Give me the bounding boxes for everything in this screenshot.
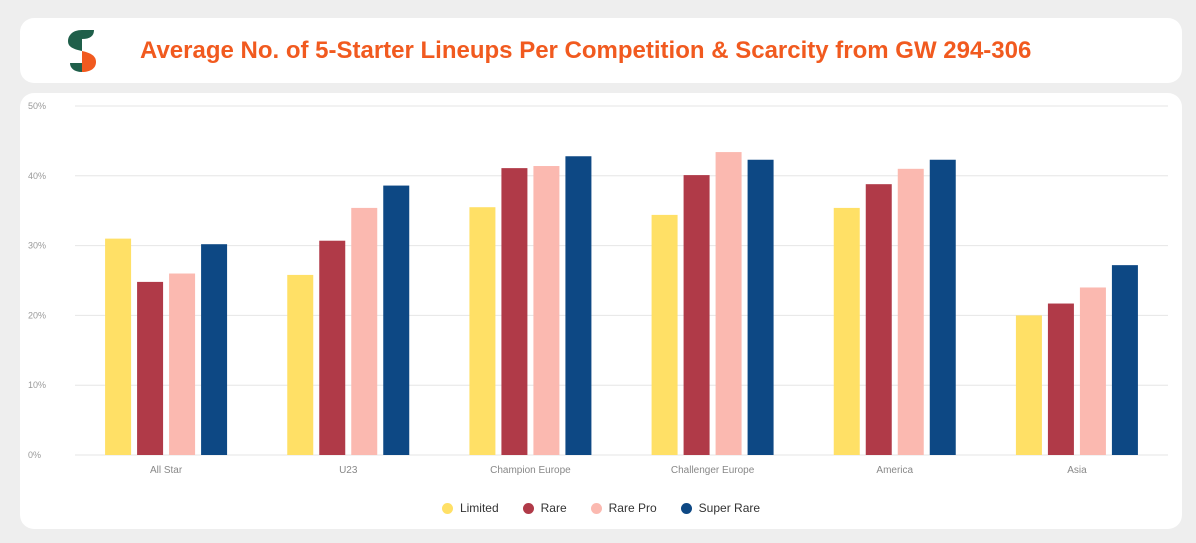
legend-swatch <box>680 502 692 514</box>
y-tick-label: 0% <box>28 450 41 460</box>
y-tick-label: 40% <box>28 171 46 181</box>
chart-legend: Limited Rare Rare Pro Super Rare <box>20 498 1182 518</box>
bar-limited <box>469 207 496 455</box>
bar-rare-pro <box>351 207 378 455</box>
legend-item: Rare <box>522 501 567 515</box>
bar-rare-pro <box>533 166 560 455</box>
bar-rare <box>683 175 710 455</box>
bar-rare-pro <box>897 168 924 455</box>
legend-swatch <box>590 502 602 514</box>
legend-label: Limited <box>459 501 499 515</box>
bar-rare-pro <box>1079 287 1106 455</box>
bar-rare <box>319 240 346 455</box>
y-tick-label: 50% <box>28 101 46 111</box>
chart-title: Average No. of 5-Starter Lineups Per Com… <box>140 37 1032 64</box>
x-tick-label: America <box>876 465 913 476</box>
chart-card: 0% 10% 20% 30% 40% 50% All Star U23 Champion Eur… <box>20 93 1182 529</box>
bar-limited <box>1015 315 1042 455</box>
bar-rare <box>1047 303 1074 455</box>
legend-item: Limited <box>441 501 499 515</box>
logo-icon <box>68 30 96 72</box>
bar-limited <box>105 238 132 455</box>
bar-super-rare <box>201 244 228 455</box>
bar-super-rare <box>383 185 410 455</box>
legend-swatch <box>522 502 534 514</box>
x-tick-label: Asia <box>1067 465 1087 476</box>
y-tick-label: 20% <box>28 310 46 320</box>
bar-super-rare <box>747 159 774 455</box>
x-tick-label: Champion Europe <box>490 465 571 476</box>
legend-item: Rare Pro <box>590 501 657 515</box>
y-tick-label: 10% <box>28 380 46 390</box>
bar-limited <box>287 274 314 455</box>
x-tick-label: All Star <box>150 465 183 476</box>
bar-rare <box>501 168 528 455</box>
legend-label: Rare <box>540 501 567 515</box>
bar-limited <box>833 207 860 455</box>
bar-super-rare <box>1111 265 1138 455</box>
bar-super-rare <box>565 156 592 456</box>
header-card: Average No. of 5-Starter Lineups Per Com… <box>20 18 1182 83</box>
bar-super-rare <box>929 159 956 455</box>
legend-label: Super Rare <box>698 501 761 515</box>
x-tick-label: Challenger Europe <box>671 465 755 476</box>
y-tick-label: 30% <box>28 241 46 251</box>
bar-rare-pro <box>169 273 196 455</box>
bar-chart: 0% 10% 20% 30% 40% 50% All Star U23 Champion Eur… <box>28 101 1168 476</box>
x-tick-label: U23 <box>339 465 358 476</box>
bar-rare <box>137 281 164 455</box>
bar-limited <box>651 214 678 455</box>
bar-rare <box>865 184 892 455</box>
legend-item: Super Rare <box>680 501 761 515</box>
legend-swatch <box>441 502 453 514</box>
bar-rare-pro <box>715 152 742 455</box>
legend-label: Rare Pro <box>608 501 657 515</box>
